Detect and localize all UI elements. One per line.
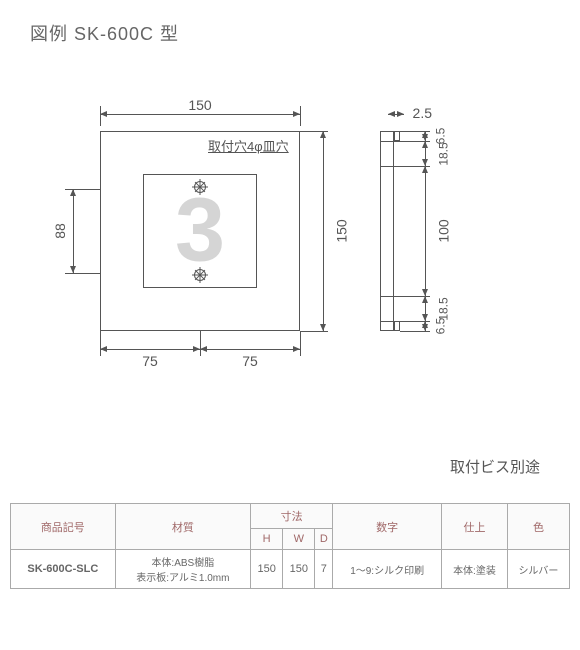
spec-table: 商品記号 材質 寸法 数字 仕上 色 H W D SK-600C-SLC 本体:… (10, 503, 570, 589)
dim-top-150: 150 (100, 114, 300, 115)
th-material: 材質 (115, 504, 250, 550)
dim-185a: 18.5 (425, 141, 426, 166)
th-number: 数字 (333, 504, 442, 550)
cell-d: 7 (315, 550, 333, 589)
drawings: 150 3 取付穴4φ皿穴 88 (30, 86, 550, 426)
front-view: 150 3 取付穴4φ皿穴 88 (30, 86, 350, 426)
dim-bot-75a: 75 (100, 349, 200, 350)
cell-w: 150 (283, 550, 315, 589)
dim-depth-25: 2.5 (388, 114, 404, 115)
page-title: 図例 SK-600C 型 (30, 20, 550, 46)
hole-annotation: 取付穴4φ皿穴 (208, 136, 289, 155)
dim-bot-75b: 75 (200, 349, 300, 350)
cell-number: 1～9:シルク印刷 (333, 550, 442, 589)
th-color: 色 (507, 504, 569, 550)
cell-h: 150 (251, 550, 283, 589)
plate-numeral: 3 (175, 180, 225, 283)
dim-65b: 6.5 (425, 321, 426, 331)
plate-inner: 3 (143, 174, 257, 288)
th-w: W (283, 529, 315, 550)
cell-code: SK-600C-SLC (11, 550, 116, 589)
th-finish: 仕上 (442, 504, 508, 550)
cell-material: 本体:ABS樹脂 表示板:アルミ1.0mm (115, 550, 250, 589)
cell-color: シルバー (507, 550, 569, 589)
th-code: 商品記号 (11, 504, 116, 550)
th-dims: 寸法 (251, 504, 333, 529)
dim-185b: 18.5 (425, 296, 426, 321)
th-d: D (315, 529, 333, 550)
dim-65a: 6.5 (425, 131, 426, 141)
side-body (380, 131, 394, 331)
th-h: H (251, 529, 283, 550)
dim-right-150: 150 (323, 131, 324, 331)
table-row: SK-600C-SLC 本体:ABS樹脂 表示板:アルミ1.0mm 150 15… (11, 550, 570, 589)
dim-left-88: 88 (73, 189, 74, 273)
mounting-note: 取付ビス別途 (30, 456, 550, 477)
side-view: 2.5 6.5 18.5 100 18.5 6.5 (370, 86, 480, 426)
cell-finish: 本体:塗装 (442, 550, 508, 589)
dim-100: 100 (425, 166, 426, 296)
plate-outer: 3 (100, 131, 300, 331)
